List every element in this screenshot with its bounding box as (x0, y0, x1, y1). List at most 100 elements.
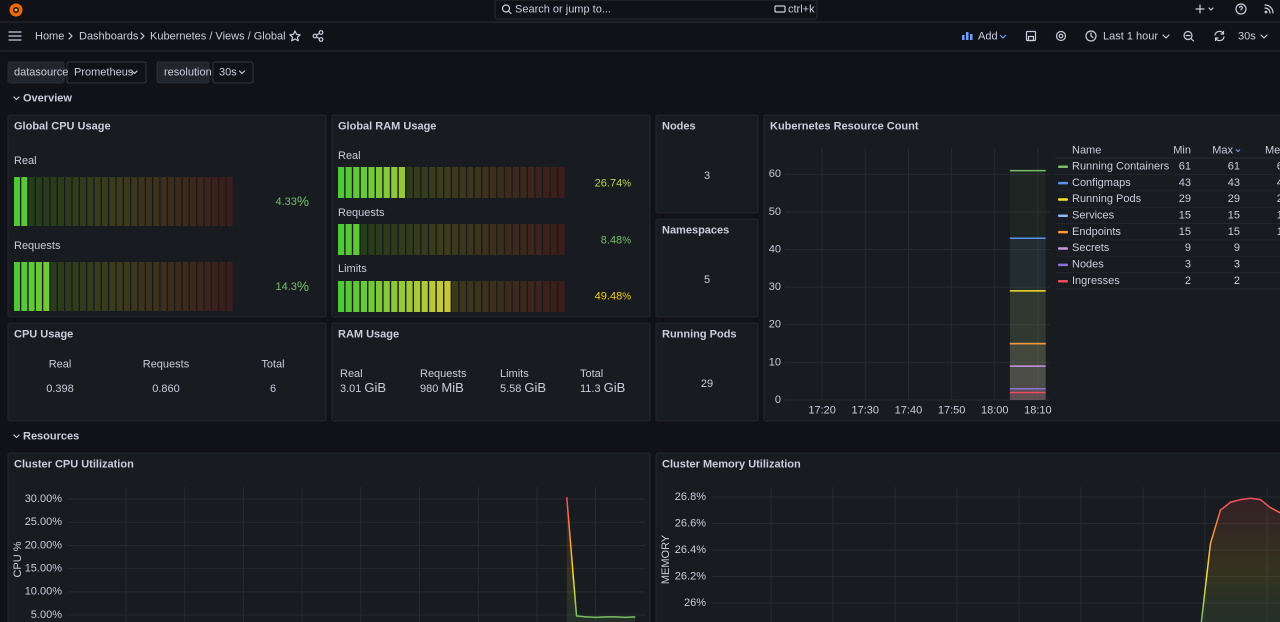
legend-min: 15 (1179, 209, 1191, 221)
stat-label: Requests (420, 368, 467, 380)
legend-swatch[interactable] (1058, 165, 1068, 169)
gauge-cell (406, 167, 413, 198)
legend-swatch[interactable] (1058, 198, 1068, 201)
gauge-cell (550, 224, 557, 255)
gauge-cell (168, 262, 174, 311)
gauge-cell (226, 262, 233, 311)
share-button[interactable] (312, 30, 324, 42)
variable-label: resolution (164, 66, 212, 78)
gauge-cell (80, 177, 86, 226)
y-axis-label: MEMORY (660, 534, 672, 584)
panel (331, 322, 651, 422)
gauge-cell (160, 262, 167, 311)
gauge-cell-filled (383, 281, 390, 312)
legend-swatch[interactable] (1058, 279, 1068, 283)
search-placeholder: Search or jump to... (515, 3, 611, 15)
gauge-cell (138, 177, 145, 226)
legend-max: 15 (1228, 226, 1240, 238)
zoom-out-button[interactable] (1183, 30, 1195, 42)
settings-button[interactable] (1055, 30, 1067, 42)
panel (655, 452, 1280, 622)
legend-swatch[interactable] (1058, 214, 1068, 218)
gauge-label: Real (338, 150, 361, 162)
row-collapse[interactable] (13, 96, 20, 101)
series-area (566, 497, 636, 622)
legend-swatch[interactable] (1058, 247, 1068, 250)
gauge-value-unit: % (622, 291, 631, 302)
breadcrumb-separator (140, 32, 145, 40)
save-button[interactable] (1025, 30, 1037, 42)
row-collapse[interactable] (13, 434, 20, 439)
gauge-value-number: 8.48 (601, 234, 622, 246)
select-chevron (131, 70, 138, 75)
legend-header: Mean (1265, 144, 1280, 156)
gauge-cell (452, 224, 459, 255)
gauge-cell (182, 177, 189, 226)
star-button[interactable] (289, 30, 301, 42)
search-box[interactable] (494, 0, 818, 20)
gauge-cell (421, 224, 428, 255)
gauge-cell (490, 224, 497, 255)
stat-label: Real (49, 358, 72, 370)
gauge-cell (72, 177, 79, 226)
legend-min: 61 (1179, 160, 1191, 172)
gauge-cell-filled (421, 281, 428, 312)
y-tick-label: 0 (775, 394, 781, 406)
gauge-cell (452, 167, 459, 198)
gauge-cell (512, 224, 519, 255)
add-chevron (999, 34, 1007, 39)
keyboard-icon (774, 5, 786, 13)
y-tick-label: 30.00% (25, 493, 63, 505)
panel-title: Running Pods (662, 328, 737, 340)
news-button[interactable] (1264, 4, 1274, 14)
legend-name: Secrets (1072, 242, 1110, 254)
gauge-cell-filled (398, 281, 405, 312)
legend-swatch[interactable] (1058, 263, 1068, 267)
gauge-cell-filled (360, 167, 367, 198)
stat-value: 980 MiB (420, 380, 464, 395)
legend-swatch[interactable] (1058, 181, 1068, 185)
gauge-cell (497, 167, 504, 198)
gauge-cell-filled (353, 167, 360, 198)
gauge-cell (398, 224, 405, 255)
gauge-cell-filled (391, 281, 398, 312)
gauge-cell (87, 177, 94, 226)
stat-label: Requests (143, 358, 190, 370)
y-tick-label: 26.4% (675, 544, 706, 556)
menu-button[interactable] (8, 31, 22, 41)
gauge-cell (535, 224, 542, 255)
panel-title: Namespaces (662, 224, 729, 236)
variable-select[interactable] (212, 61, 254, 84)
y-tick-label: 26.2% (675, 570, 706, 582)
stat-label: Limits (500, 368, 529, 380)
gauge-cell (383, 224, 390, 255)
gauge-cell (543, 167, 550, 198)
help-button[interactable] (1235, 3, 1247, 15)
gauge-cell (153, 262, 160, 311)
gauge-cell-filled (43, 262, 50, 311)
y-tick-label: 20.00% (25, 539, 63, 551)
gauge-cell (146, 262, 152, 311)
new-button[interactable] (1195, 4, 1214, 14)
gauge-cell (550, 167, 557, 198)
stat-value: 3 (704, 170, 710, 182)
grafana-logo[interactable] (9, 3, 23, 17)
gauge-value-number: 49.48 (595, 290, 623, 302)
series-area (1009, 388, 1046, 400)
gauge-cell (153, 177, 160, 226)
stat-value-unit: GiB (364, 380, 386, 395)
breadcrumb: Dashboards (79, 30, 139, 42)
panel-title: Kubernetes Resource Count (770, 120, 919, 132)
time-range: Last 1 hour (1103, 30, 1158, 42)
y-tick-label: 40 (769, 243, 781, 255)
panel (331, 114, 651, 318)
legend-swatch[interactable] (1058, 230, 1068, 234)
gauge-cell-filled (14, 262, 20, 311)
y-tick-label: 50 (769, 206, 781, 218)
variable-select[interactable] (66, 61, 147, 84)
y-tick-label: 30 (769, 281, 781, 293)
x-tick-label: 17:30 (852, 404, 880, 416)
gauge-cell (360, 224, 367, 255)
gauge-value: 8.48% (601, 234, 631, 246)
refresh-button[interactable] (1214, 30, 1225, 42)
